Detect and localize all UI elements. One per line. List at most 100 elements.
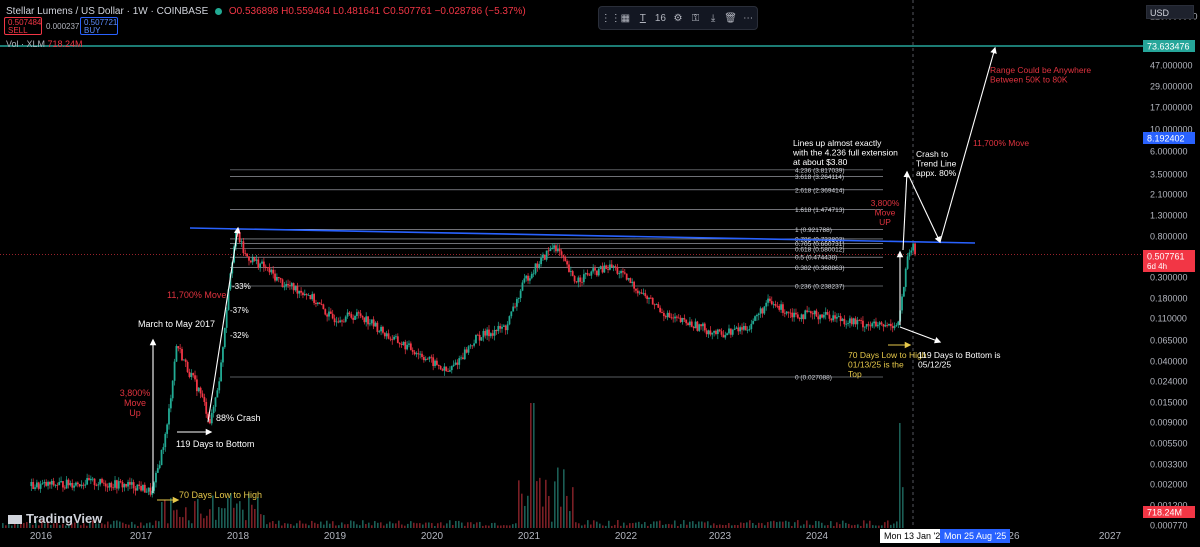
candle-body [158, 465, 161, 469]
candle-body [575, 281, 578, 283]
candle-body [728, 328, 730, 334]
candle-body [413, 351, 416, 355]
candle-body [763, 306, 766, 314]
crosshair-date-1: Mon 13 Jan '25 [880, 529, 950, 543]
candle-body [462, 357, 464, 360]
sell-button[interactable]: 0.507484 SELL [4, 17, 42, 35]
settings-icon[interactable]: ⚙ [673, 12, 683, 24]
grip-icon[interactable]: ⋮⋮ [600, 12, 621, 24]
candle-body [361, 315, 364, 318]
candle-body [348, 312, 351, 315]
volume-bar [647, 525, 649, 528]
volume-bar [875, 525, 877, 528]
candle-body [409, 343, 412, 350]
volume-bar [164, 499, 166, 528]
volume-bar [335, 525, 337, 528]
more-icon[interactable]: ⋯ [743, 12, 754, 24]
candle-body [729, 328, 732, 335]
volume-bar [572, 487, 574, 528]
annotation-3800-right: UP [879, 217, 891, 227]
candle-body [614, 266, 617, 268]
candle-body [289, 285, 291, 287]
candle-body [207, 413, 209, 420]
buy-button[interactable]: 0.507721 BUY [80, 17, 118, 35]
x-tick-label: 2019 [324, 531, 347, 542]
volume-bar [212, 495, 214, 528]
candle-body [88, 478, 90, 481]
volume-bar [227, 498, 229, 528]
candle-body [625, 273, 628, 280]
y-tick-label: 0.003300 [1150, 460, 1188, 470]
candle-body [776, 305, 779, 307]
candle-body [586, 273, 589, 275]
candle-body [168, 408, 170, 425]
volume-bar [305, 523, 307, 528]
candle-body [547, 250, 550, 252]
candle-body [210, 413, 213, 424]
candle-body [876, 324, 879, 327]
candle-body [99, 478, 102, 485]
candle-body [631, 281, 634, 284]
candle-body [731, 329, 734, 335]
candle-body [530, 273, 533, 279]
candle-body [162, 447, 165, 450]
candle-body [337, 321, 340, 323]
volume-bar [62, 523, 64, 528]
volume-bar [683, 520, 685, 528]
symbol-title[interactable]: Stellar Lumens / US Dollar · 1W · COINBA… [6, 6, 209, 17]
volume-bar [338, 525, 340, 528]
candle-body [692, 326, 695, 329]
candle-body [32, 481, 35, 489]
volume-bar [638, 521, 640, 528]
download-icon[interactable]: ⤓ [710, 12, 716, 24]
candle-body [694, 321, 697, 329]
candle-body [434, 360, 436, 367]
volume-bar [527, 495, 529, 528]
candle-body [862, 320, 864, 328]
candle-body [417, 353, 420, 355]
font-size-value[interactable]: 16 [654, 12, 666, 24]
volume-bar [860, 525, 862, 528]
volume-bar [272, 521, 274, 528]
candle-body [568, 264, 570, 272]
candle-body [646, 296, 649, 299]
volume-bar [287, 523, 289, 528]
y-tick-label: 47.000000 [1150, 61, 1193, 71]
volume-bar [635, 522, 637, 528]
candle-body [69, 482, 72, 486]
volume-bar [665, 524, 667, 528]
template-icon[interactable]: ▦ [620, 12, 631, 24]
candle-body [365, 316, 368, 323]
volume-bar [116, 520, 118, 528]
candle-body [595, 270, 598, 276]
volume-bar [557, 467, 559, 528]
trash-icon[interactable]: 🗑 [724, 12, 737, 24]
candle-body [248, 256, 250, 261]
text-tool-icon[interactable]: T [639, 12, 646, 24]
lock-icon[interactable]: ⚿ [691, 12, 700, 24]
volume-bar [791, 525, 793, 528]
candle-body [447, 371, 449, 372]
candle-body [735, 327, 738, 329]
volume-bar [746, 522, 748, 528]
candle-body [205, 401, 208, 414]
candle-body [47, 481, 49, 486]
candle-body [828, 314, 831, 319]
candle-body [835, 317, 838, 319]
candle-body [78, 484, 81, 487]
candle-body [582, 274, 585, 283]
candle-body [406, 344, 409, 350]
volume-bar [173, 510, 175, 528]
candle-body [432, 357, 435, 367]
candle-body [104, 483, 107, 487]
volume-bar [230, 493, 232, 528]
currency-selector[interactable]: USD [1146, 5, 1194, 19]
candle-body [893, 325, 896, 329]
candle-body [594, 268, 596, 271]
annotation-11700-left: 11,700% Move [167, 290, 226, 300]
candle-body [609, 264, 611, 270]
candle-body [785, 311, 788, 314]
volume-bar [896, 521, 898, 528]
